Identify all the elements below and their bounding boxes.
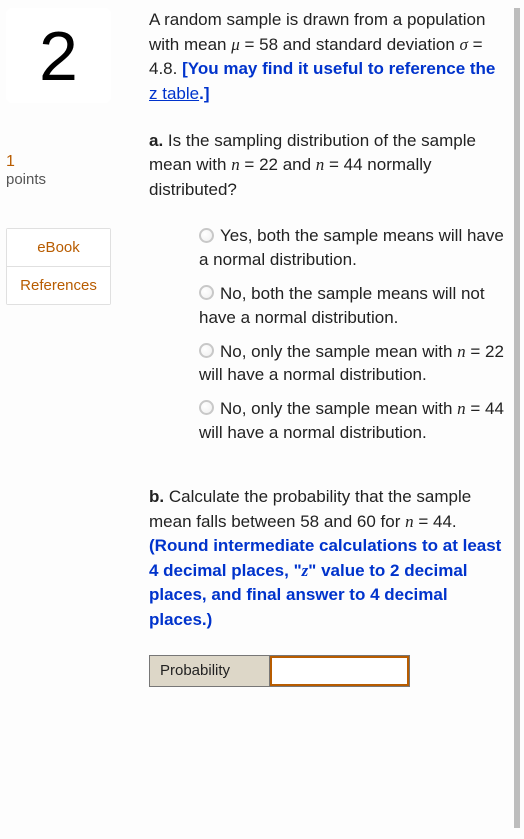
part-a-question: a. Is the sampling distribution of the s… — [149, 129, 506, 203]
references-link[interactable]: References — [7, 267, 110, 304]
n-symbol: n — [457, 399, 466, 418]
probability-input[interactable] — [270, 656, 409, 686]
table-row: Probability — [150, 655, 410, 686]
n-symbol: n — [405, 512, 414, 531]
answer-label: Probability — [150, 655, 270, 686]
mu-value: = 58 and standard deviation — [240, 35, 460, 54]
question-content: A random sample is drawn from a populati… — [121, 8, 520, 828]
radio-icon[interactable] — [199, 400, 214, 415]
radio-icon[interactable] — [199, 343, 214, 358]
points-value: 1 — [6, 153, 15, 171]
side-links: eBook References — [6, 228, 111, 305]
radio-icon[interactable] — [199, 228, 214, 243]
n1-text: = 22 and — [240, 155, 316, 174]
part-a-label: a. — [149, 131, 163, 150]
hint-open: [You may find it useful to reference the — [182, 59, 495, 78]
option-1-text: Yes, both the sample means will have a n… — [199, 226, 504, 269]
n-symbol: n — [457, 342, 466, 361]
answer-table: Probability — [149, 655, 410, 687]
points-label: points — [6, 171, 46, 188]
option-4: No, only the sample mean with n = 44 wil… — [199, 397, 506, 445]
part-b-label: b. — [149, 487, 164, 506]
question-number: 2 — [39, 21, 78, 91]
part-b-question: b. Calculate the probability that the sa… — [149, 485, 506, 633]
option-4-text-a: No, only the sample mean with — [220, 399, 457, 418]
radio-icon[interactable] — [199, 285, 214, 300]
z-table-link[interactable]: z table — [149, 84, 199, 103]
option-2-text: No, both the sample means will not have … — [199, 284, 485, 327]
n-value: = 44. — [414, 512, 457, 531]
hint-close: .] — [199, 84, 209, 103]
n-symbol: n — [231, 155, 240, 174]
option-3: No, only the sample mean with n = 22 wil… — [199, 340, 506, 388]
question-number-box: 2 — [6, 8, 111, 103]
answer-input-cell — [270, 655, 410, 686]
mu-symbol: μ — [231, 35, 240, 54]
sigma-symbol: σ — [460, 35, 468, 54]
option-1: Yes, both the sample means will have a n… — [199, 224, 506, 272]
ebook-link[interactable]: eBook — [7, 229, 110, 267]
part-a-options: Yes, both the sample means will have a n… — [149, 224, 506, 444]
sidebar: 2 1 points eBook References — [6, 8, 121, 828]
option-2: No, both the sample means will not have … — [199, 282, 506, 330]
option-3-text-a: No, only the sample mean with — [220, 342, 457, 361]
question-prompt: A random sample is drawn from a populati… — [149, 8, 506, 107]
